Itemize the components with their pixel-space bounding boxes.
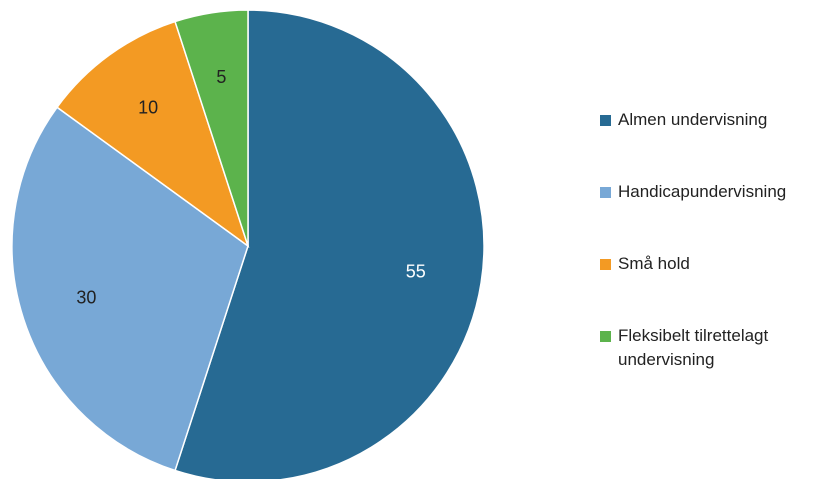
pie-data-labels: 55 30 10 5 (76, 67, 425, 307)
pie-slice-sma-hold (56, 20, 250, 248)
legend-item-fleksibelt-tilrettelagt-undervisning: Fleksibelt tilrettelagt undervisning (600, 324, 836, 372)
legend-item-almen-undervisning: Almen undervisning (600, 108, 836, 132)
legend-label-fleksibelt-tilrettelagt-undervisning: Fleksibelt tilrettelagt undervisning (618, 326, 769, 369)
legend-label-almen-undervisning: Almen undervisning (618, 110, 768, 129)
pie-slices (11, 9, 485, 479)
legend-swatch-handicapundervisning (600, 187, 611, 198)
legend-swatch-sma-hold (600, 259, 611, 270)
pie-label-sma-hold: 10 (138, 97, 158, 117)
legend-label-handicapundervisning: Handicapundervisning (618, 182, 787, 201)
pie-label-handicapundervisning: 30 (76, 287, 96, 307)
chart-legend: Almen undervisning Handicapundervisning … (600, 108, 836, 372)
pie-label-fleksibelt-tilrettelagt-undervisning: 5 (216, 67, 226, 87)
pie-label-almen-undervisning: 55 (406, 261, 426, 281)
legend-swatch-fleksibelt-tilrettelagt-undervisning (600, 331, 611, 342)
pie-slice-almen-undervisning (174, 9, 485, 479)
pie-slice-handicapundervisning (11, 106, 249, 472)
legend-swatch-almen-undervisning (600, 115, 611, 126)
legend-item-sma-hold: Små hold (600, 252, 836, 276)
pie-slice-fleksibelt-tilrettelagt-undervisning (174, 9, 249, 247)
legend-label-sma-hold: Små hold (618, 254, 690, 273)
legend-item-handicapundervisning: Handicapundervisning (600, 180, 836, 204)
